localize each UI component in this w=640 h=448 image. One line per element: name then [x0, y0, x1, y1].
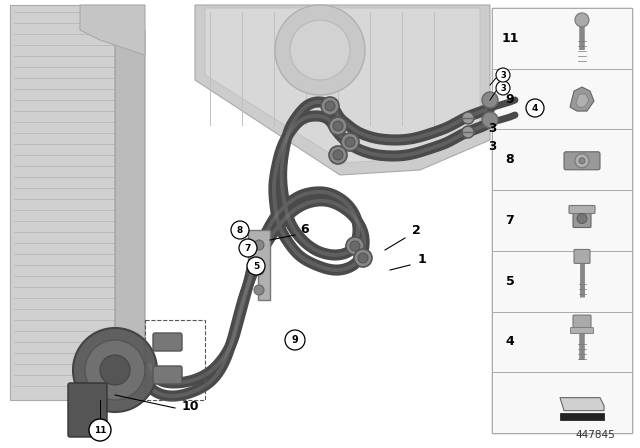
Text: 5: 5: [506, 275, 515, 288]
Circle shape: [254, 285, 264, 295]
Polygon shape: [576, 94, 589, 107]
Text: 4: 4: [506, 336, 515, 349]
Text: 11: 11: [501, 32, 519, 45]
FancyBboxPatch shape: [153, 366, 182, 384]
Bar: [492, 372, 632, 433]
Circle shape: [89, 419, 111, 441]
Circle shape: [341, 133, 359, 151]
Circle shape: [346, 237, 364, 255]
Circle shape: [333, 121, 343, 131]
Text: 5: 5: [253, 262, 259, 271]
Circle shape: [354, 249, 372, 267]
Text: 10: 10: [182, 400, 200, 413]
FancyBboxPatch shape: [569, 206, 595, 214]
Text: 7: 7: [245, 244, 251, 253]
Bar: [492, 311, 632, 372]
Circle shape: [496, 68, 510, 82]
Text: 3: 3: [488, 140, 496, 153]
Text: 11: 11: [93, 426, 106, 435]
Text: 3: 3: [488, 122, 496, 135]
Text: 9: 9: [292, 335, 298, 345]
Circle shape: [333, 150, 343, 160]
Circle shape: [239, 239, 257, 257]
Polygon shape: [10, 5, 120, 400]
Circle shape: [85, 340, 145, 400]
Polygon shape: [195, 5, 490, 175]
Polygon shape: [80, 5, 145, 55]
Text: 8: 8: [237, 225, 243, 234]
Polygon shape: [115, 5, 145, 400]
Circle shape: [325, 101, 335, 111]
Bar: [492, 69, 632, 129]
Circle shape: [482, 112, 498, 128]
Text: 8: 8: [506, 153, 515, 166]
Polygon shape: [560, 398, 604, 411]
Polygon shape: [248, 230, 270, 300]
Circle shape: [275, 5, 365, 95]
Circle shape: [350, 241, 360, 251]
Circle shape: [73, 328, 157, 412]
Text: 9: 9: [506, 93, 515, 106]
Bar: [492, 251, 632, 311]
Text: 4: 4: [532, 103, 538, 112]
FancyBboxPatch shape: [153, 333, 182, 351]
Text: 2: 2: [412, 224, 420, 237]
Circle shape: [526, 99, 544, 117]
Circle shape: [231, 221, 249, 239]
Text: 3: 3: [500, 70, 506, 79]
Circle shape: [482, 92, 498, 108]
Circle shape: [329, 146, 347, 164]
Circle shape: [462, 126, 474, 138]
Circle shape: [345, 137, 355, 147]
FancyBboxPatch shape: [564, 152, 600, 170]
Circle shape: [462, 112, 474, 124]
FancyBboxPatch shape: [573, 315, 591, 331]
Text: 447845: 447845: [575, 430, 615, 440]
Bar: [492, 190, 632, 251]
Text: 1: 1: [418, 253, 427, 266]
Text: 6: 6: [300, 223, 308, 236]
FancyBboxPatch shape: [570, 327, 593, 334]
Circle shape: [254, 240, 264, 250]
Circle shape: [358, 253, 368, 263]
Circle shape: [285, 330, 305, 350]
Circle shape: [254, 265, 264, 275]
Bar: [492, 129, 632, 190]
Circle shape: [100, 355, 130, 385]
Circle shape: [575, 154, 589, 168]
Polygon shape: [205, 8, 480, 163]
Bar: [492, 8, 632, 433]
Text: 7: 7: [506, 214, 515, 227]
FancyBboxPatch shape: [68, 383, 107, 437]
Circle shape: [496, 81, 510, 95]
Circle shape: [329, 117, 347, 135]
Polygon shape: [570, 87, 594, 111]
Circle shape: [579, 158, 585, 164]
Circle shape: [577, 214, 587, 224]
Bar: [145, 320, 205, 400]
FancyBboxPatch shape: [574, 250, 590, 263]
FancyBboxPatch shape: [573, 210, 591, 228]
Bar: [560, 413, 604, 420]
Circle shape: [575, 13, 589, 27]
Bar: [492, 8, 632, 69]
Circle shape: [247, 257, 265, 275]
Circle shape: [321, 97, 339, 115]
Circle shape: [290, 20, 350, 80]
Text: 3: 3: [500, 83, 506, 92]
